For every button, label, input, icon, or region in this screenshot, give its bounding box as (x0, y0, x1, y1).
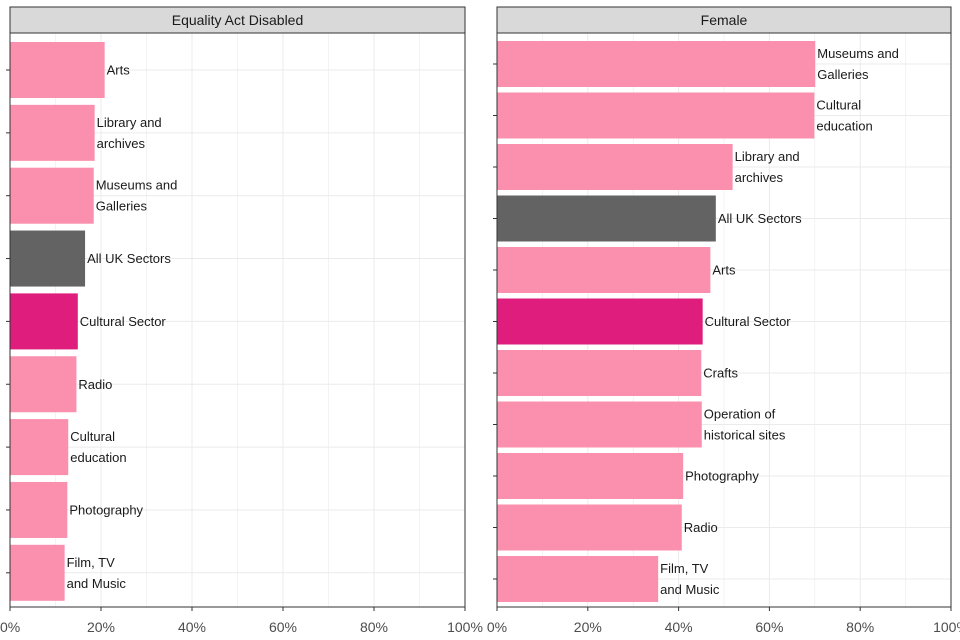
bar-5 (497, 298, 703, 345)
x-tick-label: 40% (665, 619, 693, 635)
bar-label: Museums and Galleries (96, 178, 178, 214)
x-tick-label: 40% (178, 619, 206, 635)
bar-label: Photography (69, 502, 143, 517)
bar-label: Library and archives (735, 149, 800, 185)
bar-3 (497, 195, 716, 242)
bar-label: Cultural education (816, 98, 872, 134)
bar-label: Arts (107, 63, 131, 78)
x-tick-label: 100% (447, 619, 483, 635)
bar-label: Film, TV and Music (67, 555, 127, 591)
facet-strip (496, 6, 952, 34)
bar-label: All UK Sectors (87, 251, 171, 266)
bar-label: Museums and Galleries (817, 46, 899, 82)
bar-6 (10, 419, 69, 476)
bar-4 (10, 293, 78, 350)
facet-title: Equality Act Disabled (172, 12, 304, 28)
bar-7 (497, 401, 702, 448)
bar-2 (10, 167, 94, 224)
bar-8 (497, 453, 684, 499)
x-tick-label: 0% (487, 619, 507, 635)
bar-label: Radio (78, 377, 112, 392)
facet-title: Female (701, 12, 748, 28)
chart-panel-0: Arts Library and archives Museums and Galler… (0, 6, 483, 635)
x-tick-label: 80% (360, 619, 388, 635)
bar-1 (497, 92, 815, 139)
bar-1 (10, 104, 95, 161)
bar-9 (497, 504, 682, 551)
bar-10 (497, 556, 659, 602)
bar-5 (10, 356, 77, 413)
x-tick-label: 20% (87, 619, 115, 635)
bar-0 (10, 42, 105, 98)
x-tick-label: 60% (269, 619, 297, 635)
bar-label: Radio (684, 520, 718, 535)
bar-label: Photography (685, 469, 759, 484)
bar-6 (497, 350, 702, 396)
x-tick-label: 80% (846, 619, 874, 635)
bar-2 (497, 144, 733, 190)
facet-strip (9, 6, 466, 34)
bar-label: Cultural education (70, 429, 126, 465)
bar-label: All UK Sectors (718, 211, 802, 226)
bar-7 (10, 481, 68, 538)
bar-0 (497, 41, 816, 87)
chart-panel-1: Museums and Galleries Cultural education Lib… (487, 6, 960, 635)
bar-label: Cultural Sector (705, 314, 792, 329)
bar-label: Operation of historical sites (704, 407, 786, 443)
bar-4 (497, 247, 711, 293)
bar-8 (10, 544, 65, 601)
bar-label: Cultural Sector (80, 314, 167, 329)
x-tick-label: 0% (0, 619, 20, 635)
x-tick-label: 20% (574, 619, 602, 635)
bar-label: Film, TV and Music (660, 561, 720, 597)
bar-label: Crafts (703, 366, 738, 381)
x-tick-label: 60% (755, 619, 783, 635)
bar-3 (10, 230, 86, 287)
bar-label: Library and archives (97, 115, 162, 151)
bar-label: Arts (712, 263, 736, 278)
x-tick-label: 100% (933, 619, 960, 635)
